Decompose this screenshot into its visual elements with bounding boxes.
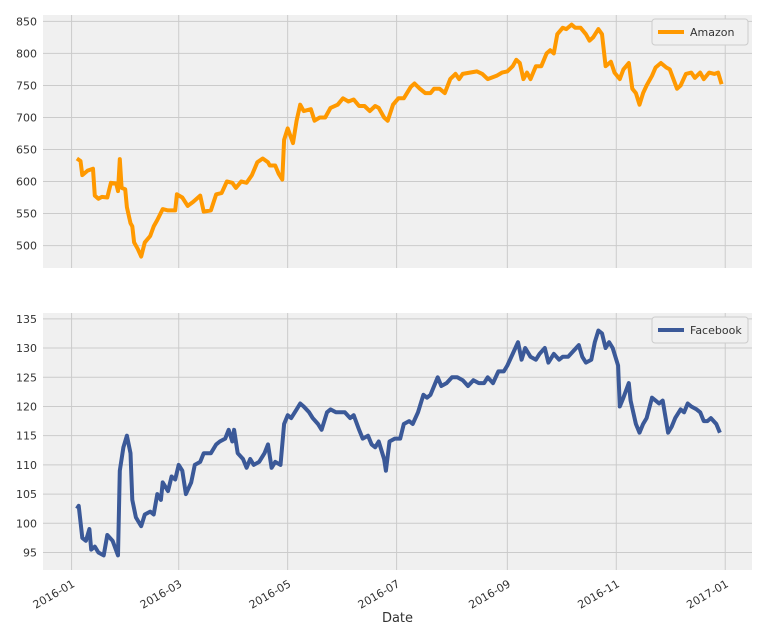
y-tick-label: 500 — [16, 240, 37, 253]
legend-box — [651, 18, 749, 46]
x-tick-label: 2016-11 — [575, 577, 621, 611]
x-tick-label: 2016-05 — [247, 577, 293, 611]
y-tick-label: 120 — [16, 400, 37, 413]
x-tick-label: 2016-03 — [138, 577, 184, 611]
legend-label: Amazon — [690, 26, 734, 39]
legend: Amazon — [651, 18, 749, 46]
y-tick-label: 850 — [16, 15, 37, 28]
y-tick-label: 550 — [16, 208, 37, 221]
y-tick-label: 650 — [16, 144, 37, 157]
line-series — [75, 328, 722, 558]
line-series — [75, 22, 724, 259]
y-tick-label: 800 — [16, 47, 37, 60]
y-tick-label: 125 — [16, 371, 37, 384]
y-tick-label: 115 — [16, 430, 37, 443]
y-tick-label: 110 — [16, 459, 37, 472]
y-tick-label: 95 — [23, 546, 37, 559]
legend: Facebook — [651, 316, 749, 344]
y-tick-label: 105 — [16, 488, 37, 501]
x-tick-label: 2016-09 — [467, 577, 513, 611]
y-tick-label: 700 — [16, 111, 37, 124]
legend-label: Facebook — [690, 324, 742, 337]
x-tick-label: 2017-01 — [684, 577, 730, 611]
plot-area — [43, 313, 752, 570]
y-tick-label: 130 — [16, 342, 37, 355]
y-tick-label: 600 — [16, 176, 37, 189]
x-tick-label: 2016-01 — [31, 577, 77, 611]
y-tick-label: 750 — [16, 79, 37, 92]
legend-box — [651, 316, 749, 344]
y-tick-label: 100 — [16, 517, 37, 530]
plot-area — [43, 15, 752, 268]
x-tick-label: 2016-07 — [356, 577, 402, 611]
x-axis-label: Date — [382, 611, 413, 624]
y-tick-label: 135 — [16, 313, 37, 326]
